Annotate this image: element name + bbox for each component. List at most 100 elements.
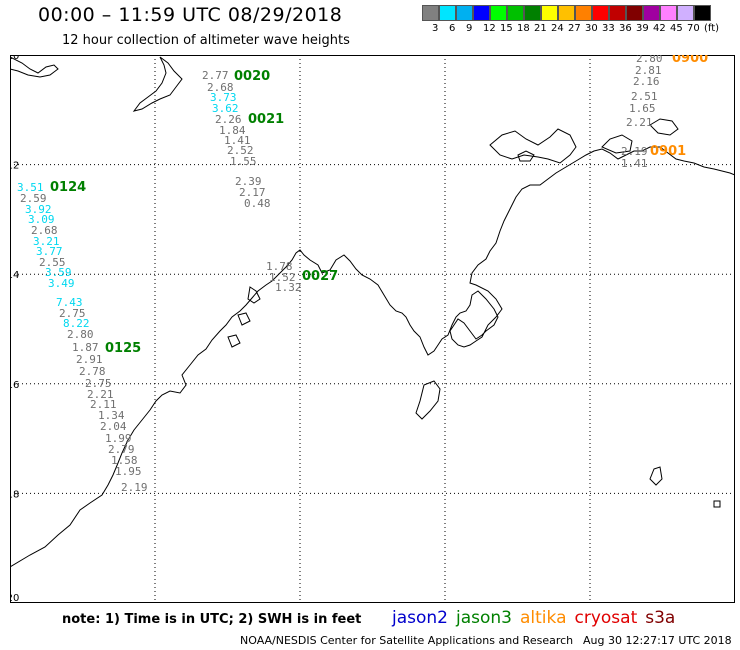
- wave-height-value: 2.91: [76, 353, 103, 366]
- wave-height-value: 1.84: [219, 124, 246, 137]
- wave-height-value: 3.09: [28, 213, 55, 226]
- color-swatch: [439, 5, 456, 21]
- color-swatch: [422, 5, 439, 21]
- wave-height-value: 2.17: [239, 186, 266, 199]
- wave-height-value: 1.41: [224, 134, 251, 147]
- color-swatch: [643, 5, 660, 21]
- wave-height-value: 2.55: [39, 256, 66, 269]
- wave-height-value: 3.51: [17, 181, 44, 194]
- wave-height-value: 3.92: [25, 203, 52, 216]
- satellite-legend-entry: altika: [520, 608, 567, 628]
- color-scale-label: 70: [687, 23, 700, 34]
- wave-height-value: 8.22: [63, 317, 90, 330]
- latitude-tick-label: -20: [10, 593, 19, 603]
- color-swatch: [524, 5, 541, 21]
- color-scale-label: 45: [670, 23, 683, 34]
- islet-east-2: [713, 500, 721, 508]
- wave-height-value: 1.58: [111, 454, 138, 467]
- color-swatch: [694, 5, 711, 21]
- color-scale-label: 42: [653, 23, 666, 34]
- color-scale-label: (ft): [704, 23, 720, 34]
- latitude-tick-label: -18: [10, 489, 19, 500]
- wave-height-value: 2.59: [20, 192, 47, 205]
- wave-height-value: 2.39: [235, 175, 262, 188]
- color-scale-label: 33: [602, 23, 615, 34]
- wave-height-value: 2.26: [215, 113, 242, 126]
- wave-height-value: 3.21: [33, 235, 60, 248]
- wave-height-value: 2.19: [621, 145, 648, 158]
- pass-time-label: 0027: [302, 269, 338, 284]
- color-scale-labels: 3 6 9 12 15 18 21 24 27 30 33 36 39 42 45 70 (ft): [422, 23, 740, 35]
- latitude-tick-label: -12: [10, 161, 19, 172]
- wave-height-value: 1.52: [269, 271, 296, 284]
- island-croker: [517, 150, 535, 162]
- wave-height-value: 7.43: [56, 296, 83, 309]
- color-swatch: [558, 5, 575, 21]
- color-swatch: [456, 5, 473, 21]
- satellite-legend-entry: jason3: [456, 608, 512, 628]
- color-scale-label: 9: [466, 23, 473, 34]
- wave-height-tracks: 2.772.683.733.622.261.841.412.521.552.39…: [17, 55, 708, 494]
- map-subtitle: 12 hour collection of altimeter wave hei…: [62, 33, 350, 48]
- wave-height-value: 1.34: [98, 409, 125, 422]
- wave-height-value: 2.79: [108, 443, 135, 456]
- wave-height-value: 2.68: [207, 81, 234, 94]
- color-swatch: [660, 5, 677, 21]
- wave-height-value: 1.41: [621, 157, 648, 170]
- color-scale-label: 6: [449, 23, 456, 34]
- australia-coastline: [10, 146, 735, 568]
- axis-tick-labels: -10-12-14-16-18-20120123126129132135: [10, 55, 19, 603]
- wave-height-value: 3.73: [210, 91, 237, 104]
- wave-height-value: 3.59: [45, 266, 72, 279]
- pass-time-label: 0020: [234, 69, 270, 84]
- color-scale-label: 15: [500, 23, 513, 34]
- wave-height-value: 2.68: [31, 224, 58, 237]
- color-swatch: [507, 5, 524, 21]
- wave-height-value: 1.95: [115, 465, 142, 478]
- wave-height-value: 1.99: [105, 432, 132, 445]
- island-timor: [10, 56, 59, 78]
- wave-height-value: 1.32: [275, 281, 302, 294]
- wave-height-value: 3.77: [36, 245, 63, 258]
- color-scale-label: 18: [517, 23, 530, 34]
- color-swatch: [592, 5, 609, 21]
- wave-height-value: 2.78: [79, 365, 106, 378]
- island-timor-east: [132, 56, 183, 112]
- wave-height-value: 2.75: [59, 307, 86, 320]
- wave-height-value: 1.78: [266, 260, 293, 273]
- map-grid: [10, 55, 735, 603]
- map-frame: [10, 55, 735, 603]
- wave-height-value: 2.04: [100, 420, 127, 433]
- wave-height-value: 1.65: [629, 102, 656, 115]
- pass-time-label: 0901: [650, 144, 686, 159]
- satellite-legend: jason2 jason3 altika cryosat s3a: [392, 608, 683, 628]
- wave-height-value: 2.75: [85, 377, 112, 390]
- generated-timestamp: Aug 30 12:27:17 UTC 2018: [583, 634, 732, 647]
- latitude-tick-label: -14: [10, 270, 19, 281]
- wave-height-value: 2.11: [90, 398, 117, 411]
- pass-time-label: 0125: [105, 341, 141, 356]
- color-scale-label: 3: [432, 23, 439, 34]
- color-scale-label: 39: [636, 23, 649, 34]
- altimeter-map: -10-12-14-16-18-20120123126129132135 2.7…: [10, 55, 735, 603]
- island-wessel: [649, 118, 679, 136]
- wave-height-value: 0.48: [244, 197, 271, 210]
- color-swatch: [626, 5, 643, 21]
- latitude-tick-label: -16: [10, 380, 19, 391]
- wave-height-value: 2.19: [121, 481, 148, 494]
- island-melville: [489, 128, 577, 164]
- pass-time-label: 0021: [248, 112, 284, 127]
- wave-height-value: 2.81: [635, 64, 662, 77]
- credit-footer: NOAA/NESDIS Center for Satellite Applica…: [240, 634, 574, 647]
- map-title: 00:00 – 11:59 UTC 08/29/2018: [38, 4, 343, 26]
- color-scale-bar: [422, 5, 711, 21]
- color-swatch: [609, 5, 626, 21]
- wave-height-value: 2.16: [633, 75, 660, 88]
- latitude-tick-label: -10: [10, 55, 19, 62]
- color-swatch: [490, 5, 507, 21]
- color-swatch: [677, 5, 694, 21]
- wave-height-value: 2.21: [626, 116, 653, 129]
- islet-east: [649, 466, 663, 486]
- footnote-units: note: 1) Time is in UTC; 2) SWH is in fe…: [62, 612, 362, 627]
- islets-kimberley: [227, 286, 261, 348]
